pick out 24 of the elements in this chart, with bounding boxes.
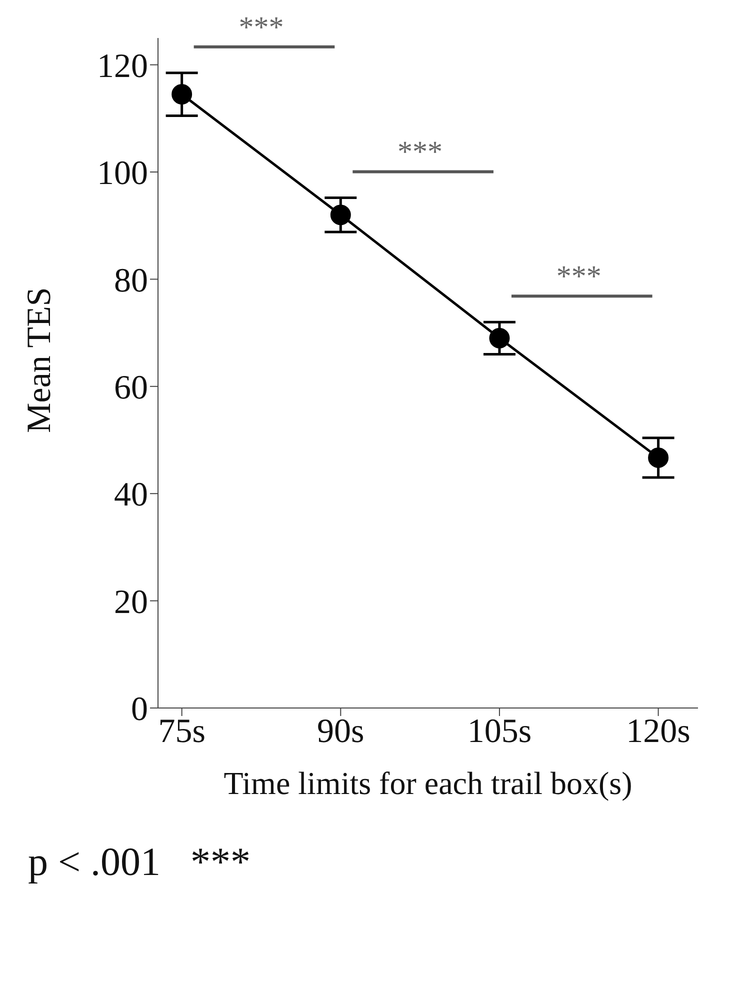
y-tick-label: 20 — [114, 584, 148, 621]
x-tick-label: 75s — [158, 713, 206, 750]
y-tick-label: 0 — [131, 691, 148, 728]
significance-bracket: *** — [352, 136, 494, 174]
significance-bracket: *** — [194, 10, 335, 48]
significance-bracket: *** — [511, 260, 652, 298]
point — [172, 84, 192, 105]
annotation: *** — [398, 136, 443, 169]
point — [648, 447, 669, 468]
y-tick-label: 120 — [97, 48, 148, 85]
x-axis-title: Time limits for each trail box(s) — [224, 765, 632, 801]
x-tick-label: 90s — [317, 713, 364, 750]
y-tick-label: 40 — [114, 476, 148, 514]
point — [330, 204, 351, 226]
x-tick-label: 105s — [467, 713, 532, 750]
x-tick-label: 120s — [626, 713, 690, 750]
point — [489, 328, 510, 348]
y-tick-label: 60 — [114, 369, 148, 406]
y-axis-title: Mean TES — [21, 287, 58, 433]
y-tick-label: 100 — [97, 155, 148, 192]
text: p < .001 *** — [28, 838, 252, 885]
annotation: *** — [556, 260, 602, 294]
annotation: *** — [238, 10, 284, 44]
y-tick-label: 80 — [114, 262, 148, 300]
